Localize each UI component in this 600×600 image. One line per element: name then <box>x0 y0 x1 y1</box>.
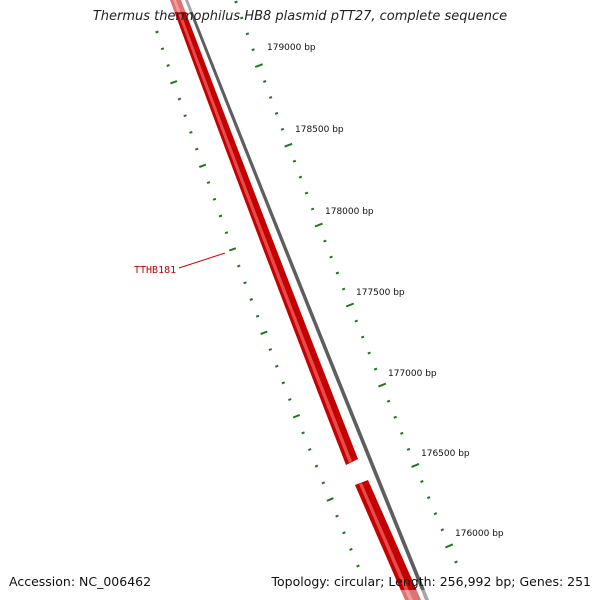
inner-ruler-minor-tick <box>335 514 339 518</box>
outer-ruler-minor-tick <box>329 255 333 259</box>
inner-ruler-minor-tick <box>243 281 247 285</box>
inner-ruler-major-tick <box>326 497 334 502</box>
gene-label-leader <box>178 252 226 269</box>
outer-ruler-minor-tick <box>239 16 244 20</box>
outer-ruler-minor-tick <box>406 447 411 451</box>
ruler-label: 179000 bp <box>267 43 316 53</box>
inner-ruler-minor-tick <box>177 97 182 101</box>
outer-ruler-minor-tick <box>367 351 371 355</box>
inner-ruler-minor-tick <box>301 431 305 435</box>
outer-ruler <box>234 0 458 564</box>
outer-ruler-minor-tick <box>268 95 273 99</box>
inner-ruler-minor-tick <box>342 531 346 535</box>
ruler-label: 176000 bp <box>455 529 504 539</box>
inner-ruler-minor-tick <box>189 130 193 134</box>
gene-highlight <box>173 0 352 463</box>
outer-ruler-minor-tick <box>310 207 315 211</box>
inner-ruler-minor-tick <box>160 47 165 51</box>
inner-ruler <box>155 30 360 568</box>
outer-ruler-minor-tick <box>433 512 438 516</box>
inner-ruler-major-tick <box>198 163 207 168</box>
outer-ruler-minor-tick <box>373 367 378 371</box>
gene-arrow-tthb181[interactable] <box>170 0 358 465</box>
outer-ruler-minor-tick <box>420 479 424 484</box>
inner-ruler-major-tick <box>228 247 237 252</box>
outer-ruler-minor-tick <box>440 528 445 532</box>
outer-ruler-minor-tick <box>400 431 404 435</box>
outer-ruler-major-tick <box>411 462 420 468</box>
top-fade <box>150 0 210 12</box>
inner-ruler-minor-tick <box>183 114 187 118</box>
inner-ruler-major-tick <box>170 80 178 85</box>
outer-ruler-minor-tick <box>393 415 397 419</box>
outer-ruler-minor-tick <box>335 271 340 275</box>
outer-ruler-major-tick <box>378 382 387 388</box>
outer-ruler-minor-tick <box>386 399 391 403</box>
ruler-label: 177000 bp <box>388 369 437 379</box>
ruler-label: 177500 bp <box>356 288 405 298</box>
outer-ruler-minor-tick <box>454 560 458 564</box>
inner-ruler-minor-tick <box>155 30 159 34</box>
outer-ruler-minor-tick <box>234 0 238 4</box>
inner-ruler-minor-tick <box>255 314 260 318</box>
topology-text: Topology: circular; Length: 256,992 bp; … <box>271 574 592 589</box>
sequence-backbone <box>185 0 429 600</box>
inner-ruler-minor-tick <box>268 348 273 352</box>
outer-ruler-minor-tick <box>354 319 359 323</box>
inner-ruler-minor-tick <box>281 381 286 385</box>
accession-text: Accession: NC_006462 <box>9 574 152 589</box>
gene-label-tthb181[interactable]: TTHB181 <box>134 265 176 276</box>
ruler-labels: 179000 bp 178500 bp 178000 bp 177500 bp 1770… <box>267 43 504 539</box>
inner-ruler-major-tick <box>292 413 301 419</box>
inner-ruler-minor-tick <box>206 181 211 185</box>
ruler-label: 178000 bp <box>325 207 374 217</box>
outer-ruler-major-tick <box>445 543 454 549</box>
outer-ruler-minor-tick <box>245 32 250 36</box>
inner-ruler-minor-tick <box>224 231 229 235</box>
outer-ruler-major-tick <box>284 142 293 148</box>
outer-ruler-minor-tick <box>323 239 327 243</box>
inner-ruler-major-tick <box>260 330 268 336</box>
inner-ruler-minor-tick <box>275 364 279 368</box>
outer-ruler-minor-tick <box>360 335 365 339</box>
outer-ruler-minor-tick <box>304 191 309 195</box>
inner-ruler-minor-tick <box>249 298 254 301</box>
inner-ruler-minor-tick <box>349 547 353 551</box>
outer-ruler-major-tick <box>254 63 264 68</box>
inner-ruler-minor-tick <box>314 464 319 468</box>
ruler-label: 176500 bp <box>421 449 470 459</box>
inner-ruler-minor-tick <box>308 448 312 452</box>
outer-ruler-minor-tick <box>292 159 297 163</box>
gene-lower-highlight <box>359 483 413 600</box>
outer-ruler-minor-tick <box>341 287 346 291</box>
bottom-fade <box>395 590 435 600</box>
outer-ruler-minor-tick <box>251 48 255 52</box>
ruler-label: 178500 bp <box>295 125 344 135</box>
inner-ruler-minor-tick <box>237 264 241 268</box>
inner-ruler-minor-tick <box>356 564 360 568</box>
inner-ruler-minor-tick <box>218 214 223 218</box>
outer-ruler-minor-tick <box>298 175 303 179</box>
inner-ruler-minor-tick <box>212 197 217 201</box>
inner-ruler-minor-tick <box>166 64 170 67</box>
map-title: Thermus thermophilus HB8 plasmid pTT27, … <box>92 9 508 24</box>
outer-ruler-minor-tick <box>274 111 279 115</box>
outer-ruler-major-tick <box>314 222 323 228</box>
inner-ruler-minor-tick <box>194 147 199 151</box>
inner-ruler-minor-tick <box>321 481 326 485</box>
outer-ruler-minor-tick <box>426 496 431 500</box>
outer-ruler-minor-tick <box>280 127 285 131</box>
outer-ruler-minor-tick <box>262 80 267 83</box>
outer-ruler-major-tick <box>345 302 355 308</box>
inner-ruler-minor-tick <box>288 398 292 402</box>
